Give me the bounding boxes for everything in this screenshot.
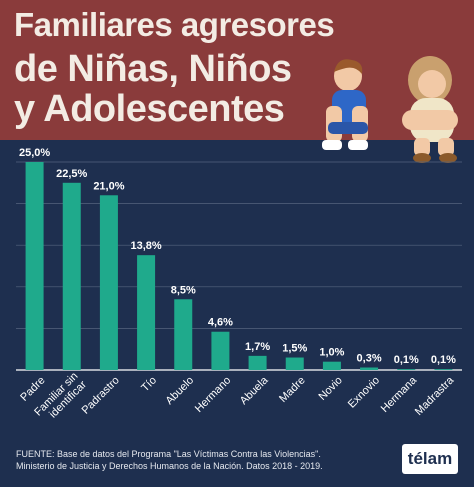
category-label-3: Tío bbox=[139, 374, 159, 394]
title-line-3: y Adolescentes bbox=[14, 88, 285, 130]
category-label-7: Madre bbox=[277, 374, 308, 405]
category-label-9: Exnovio bbox=[346, 374, 382, 410]
bar-4 bbox=[174, 299, 193, 370]
data-label-8: 1,0% bbox=[319, 347, 344, 359]
data-label-10: 0,1% bbox=[394, 354, 419, 366]
bar-1 bbox=[62, 182, 81, 370]
data-label-0: 25,0% bbox=[19, 147, 50, 159]
source-line-1: FUENTE: Base de datos del Programa "Las … bbox=[16, 449, 321, 459]
bar-3 bbox=[137, 255, 156, 370]
title-line-2: de Niñas, Niños bbox=[14, 48, 292, 90]
source-note: FUENTE: Base de datos del Programa "Las … bbox=[16, 448, 376, 472]
bar-6 bbox=[248, 355, 267, 370]
bar-10 bbox=[397, 369, 416, 370]
bar-11 bbox=[434, 369, 453, 370]
category-label-6: Abuela bbox=[238, 374, 271, 407]
title-line-1: Familiares agresores bbox=[14, 6, 335, 43]
data-label-4: 8,5% bbox=[171, 284, 196, 296]
bar-7 bbox=[285, 357, 304, 370]
bar-5 bbox=[211, 331, 230, 370]
category-label-4: Abuelo bbox=[163, 374, 196, 407]
data-label-7: 1,5% bbox=[282, 343, 307, 355]
data-label-5: 4,6% bbox=[208, 317, 233, 329]
boy-figure bbox=[322, 59, 368, 150]
bar-0 bbox=[25, 162, 44, 370]
children-illustration bbox=[322, 56, 458, 163]
category-label-11: Madrastra bbox=[413, 374, 457, 418]
data-label-9: 0,3% bbox=[357, 353, 382, 365]
data-label-1: 22,5% bbox=[56, 168, 87, 180]
bar-2 bbox=[99, 195, 118, 370]
data-label-6: 1,7% bbox=[245, 341, 270, 353]
source-line-2: Ministerio de Justicia y Derechos Humano… bbox=[16, 461, 323, 471]
data-label-2: 21,0% bbox=[93, 180, 124, 192]
category-label-2: Padrastro bbox=[80, 374, 122, 416]
bar-9 bbox=[360, 367, 379, 370]
telam-logo: télam bbox=[402, 444, 458, 474]
header-banner: Familiares agresores de Niñas, Niños y A… bbox=[0, 0, 474, 140]
bar-chart: 25,0% Padre 22,5% Familiar sinidentificar 21… bbox=[0, 140, 474, 440]
girl-figure bbox=[402, 56, 458, 163]
category-label-5: Hermano bbox=[193, 374, 233, 414]
bar-8 bbox=[322, 361, 341, 370]
category-label-8: Novio bbox=[316, 374, 344, 402]
data-label-3: 13,8% bbox=[130, 240, 161, 252]
data-label-11: 0,1% bbox=[431, 354, 456, 366]
